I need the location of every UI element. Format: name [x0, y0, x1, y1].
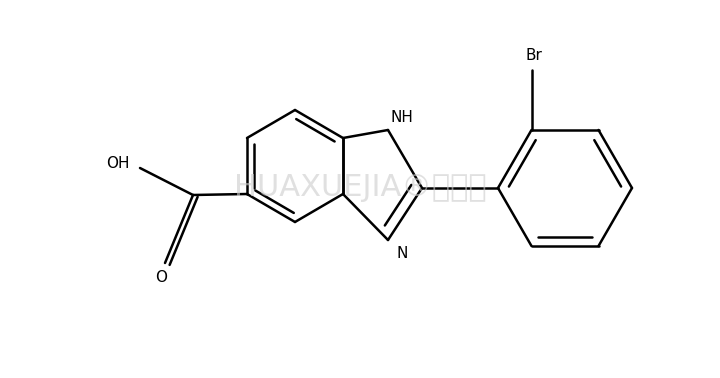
Text: OH: OH [107, 155, 130, 170]
Text: Br: Br [525, 48, 542, 64]
Text: N: N [396, 245, 408, 260]
Text: NH: NH [390, 110, 413, 125]
Text: O: O [155, 270, 167, 285]
Text: HUAXUEJIA®化学加: HUAXUEJIA®化学加 [234, 174, 486, 203]
